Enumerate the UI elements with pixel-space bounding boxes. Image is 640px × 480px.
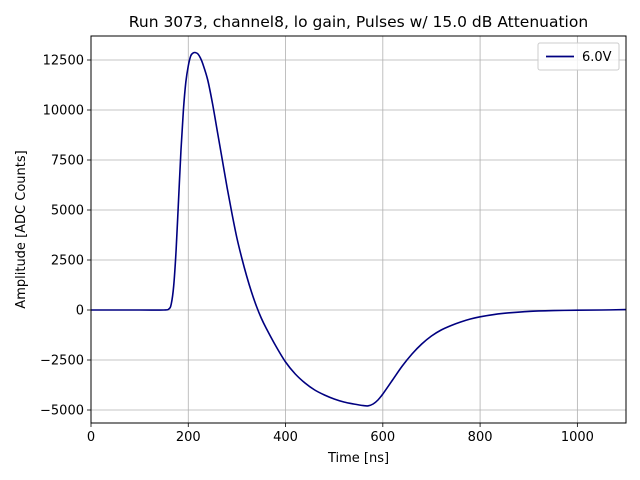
x-tick-label: 200	[176, 430, 201, 445]
x-tick-label: 0	[87, 430, 95, 445]
x-tick-label: 800	[468, 430, 493, 445]
ticks: 0 200 400 600 800 1000 −5000 −2500 0 2500 5000 7500…	[40, 54, 594, 446]
legend: 6.0V	[537, 42, 620, 71]
series-line-0	[91, 51, 627, 407]
legend-box	[537, 42, 620, 71]
y-tick-label: 12500	[43, 54, 84, 69]
grid	[90, 36, 626, 423]
y-axis-label: Amplitude [ADC Counts]	[14, 150, 29, 308]
plot-frame	[90, 35, 627, 424]
y-tick-label: 5000	[51, 204, 84, 219]
y-tick-label: 0	[76, 304, 84, 319]
y-tick-label: 7500	[51, 154, 84, 169]
plot-lines	[91, 51, 627, 407]
y-tick-label: 2500	[51, 254, 84, 269]
x-tick-label: 400	[273, 430, 298, 445]
y-tick-label: 10000	[43, 104, 84, 119]
y-tick-label: −2500	[40, 354, 84, 369]
y-tick-label: −5000	[40, 404, 84, 419]
legend-entry-label: 6.0V	[582, 50, 612, 65]
x-tick-label: 600	[370, 430, 395, 445]
x-tick-label: 1000	[561, 430, 594, 445]
x-axis-label: Time [ns]	[327, 451, 389, 466]
chart-title: Run 3073, channel8, lo gain, Pulses w/ 1…	[129, 13, 588, 31]
